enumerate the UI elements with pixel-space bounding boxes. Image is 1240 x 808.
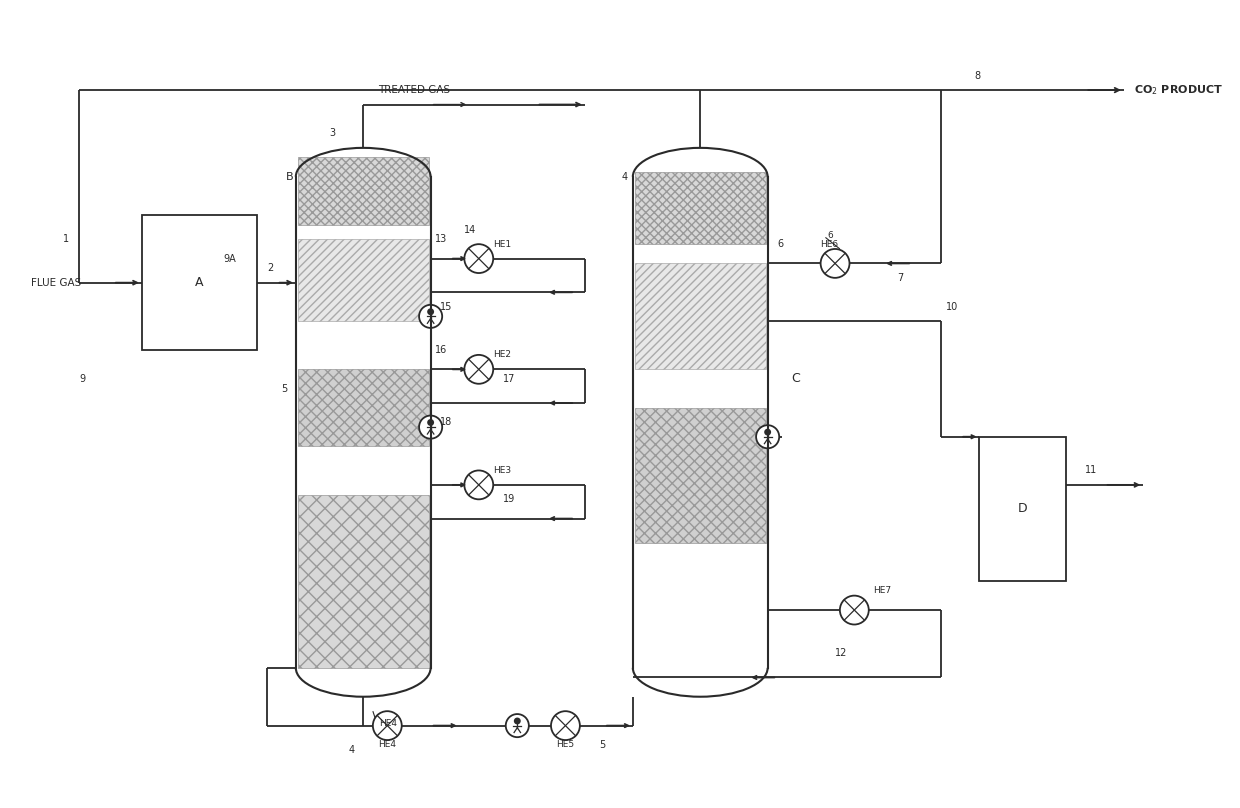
Text: 12: 12 [835, 648, 847, 659]
Text: HE6: HE6 [821, 240, 838, 249]
Circle shape [428, 420, 433, 425]
Text: 17: 17 [503, 374, 516, 384]
Bar [298, 369, 429, 446]
Circle shape [515, 718, 520, 723]
Circle shape [506, 714, 528, 737]
Bar [635, 408, 766, 543]
Bar [298, 494, 429, 668]
Text: 11: 11 [1085, 465, 1097, 475]
Circle shape [839, 595, 869, 625]
Text: 9: 9 [79, 374, 86, 384]
Text: HE2: HE2 [494, 351, 511, 360]
Circle shape [419, 415, 443, 439]
Bar [635, 263, 766, 369]
Text: CO$_2$ PRODUCT: CO$_2$ PRODUCT [1133, 83, 1223, 97]
Bar [980, 437, 1066, 581]
Text: 16: 16 [435, 345, 448, 355]
Text: 2: 2 [267, 263, 273, 273]
Text: 9A: 9A [223, 254, 237, 263]
Circle shape [821, 249, 849, 278]
Text: FLUE GAS: FLUE GAS [31, 278, 82, 288]
Text: B: B [286, 172, 294, 182]
Circle shape [419, 305, 443, 328]
Text: 1: 1 [63, 234, 69, 244]
Circle shape [428, 309, 433, 314]
Text: 6: 6 [827, 231, 833, 240]
Circle shape [373, 711, 402, 740]
Circle shape [765, 430, 770, 435]
Text: HE5: HE5 [556, 740, 574, 749]
Text: 18: 18 [440, 417, 453, 427]
Circle shape [756, 425, 779, 448]
Circle shape [551, 711, 580, 740]
Text: C: C [791, 372, 801, 385]
Text: D: D [1018, 503, 1028, 516]
Bar [298, 158, 429, 225]
Bar [141, 215, 258, 350]
Text: HE4: HE4 [379, 719, 398, 728]
Text: 15: 15 [440, 301, 453, 312]
Text: 4: 4 [348, 745, 355, 755]
Text: 14: 14 [464, 225, 476, 234]
Bar [296, 177, 430, 668]
Text: HE7: HE7 [873, 587, 892, 595]
Text: 10: 10 [946, 301, 959, 312]
Text: 5: 5 [281, 384, 288, 393]
Bar [635, 172, 766, 244]
Circle shape [464, 470, 494, 499]
Bar [632, 177, 768, 668]
Text: A: A [195, 276, 203, 289]
Text: 4: 4 [621, 172, 627, 182]
Text: 19: 19 [503, 494, 515, 504]
Circle shape [464, 244, 494, 273]
Text: 7: 7 [898, 273, 904, 283]
Bar [298, 239, 429, 322]
Text: 13: 13 [435, 234, 448, 244]
Text: HE3: HE3 [494, 466, 511, 475]
Text: 3: 3 [330, 128, 336, 138]
Text: 6: 6 [777, 239, 784, 249]
Text: 8: 8 [975, 70, 981, 81]
Text: HE4: HE4 [378, 740, 396, 749]
Circle shape [464, 355, 494, 384]
Text: HE1: HE1 [494, 240, 511, 249]
Text: 5: 5 [599, 740, 605, 750]
Text: TREATED GAS: TREATED GAS [378, 85, 450, 95]
